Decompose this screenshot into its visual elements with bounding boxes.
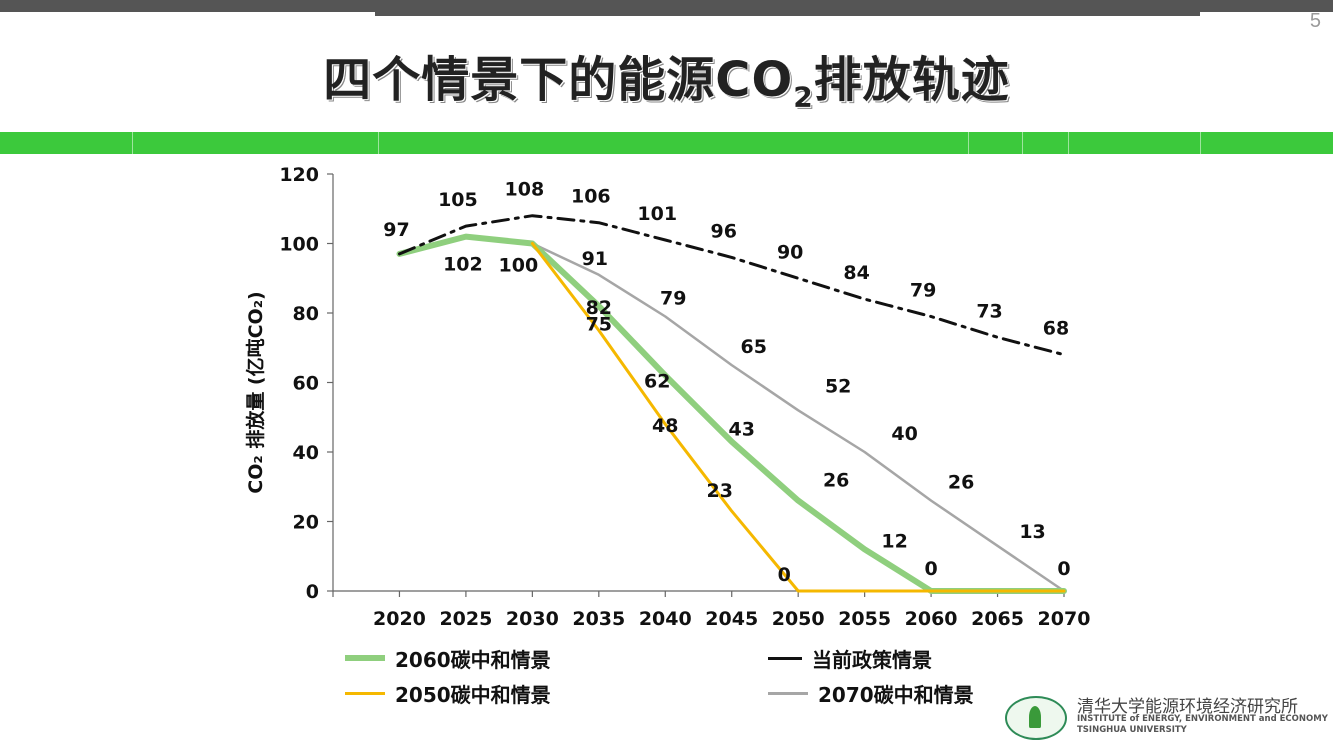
y-tick-label: 100 (279, 234, 319, 256)
legend-item-2060: 2060碳中和情景 (345, 645, 551, 672)
band-divider (1022, 132, 1023, 154)
data-label: 105 (438, 189, 478, 211)
data-label: 84 (843, 262, 869, 284)
y-tick-label: 40 (293, 442, 319, 464)
logo-university-name: TSINGHUA UNIVERSITY (1077, 725, 1187, 735)
x-tick-label: 2060 (905, 608, 958, 630)
series-line-0 (398, 214, 1066, 357)
series-line-3 (530, 242, 1066, 593)
green-band (0, 132, 1333, 154)
series-line-2 (396, 233, 1067, 594)
data-label: 48 (652, 415, 678, 437)
y-tick-label: 120 (279, 164, 319, 186)
title-subscript: 2 (793, 80, 814, 114)
legend-swatch-current (768, 656, 802, 660)
slide-title: 四个情景下的能源CO2排放轨迹 (0, 40, 1333, 114)
data-label: 68 (1043, 318, 1069, 340)
legend-swatch-2070 (768, 691, 808, 695)
legend-label-2050: 2050碳中和情景 (395, 682, 551, 707)
data-label: 12 (881, 530, 907, 552)
title-tail: 排放轨迹 (813, 52, 1010, 108)
data-label: 23 (707, 480, 733, 502)
data-label: 82 (586, 297, 612, 319)
tsinghua-emblem-icon (1005, 696, 1067, 740)
band-divider (1200, 132, 1201, 154)
x-tick-label: 2025 (439, 608, 492, 630)
band-divider (1068, 132, 1069, 154)
data-label: 102 (443, 254, 483, 276)
data-label: 26 (823, 470, 849, 492)
data-label: 0 (924, 558, 937, 580)
data-label: 97 (383, 219, 409, 241)
legend-swatch-2060 (345, 655, 385, 661)
data-label: 52 (825, 375, 851, 397)
data-label: 90 (777, 241, 803, 263)
x-tick-label: 2070 (1038, 608, 1091, 630)
y-tick-label: 80 (293, 303, 319, 325)
legend-label-2070: 2070碳中和情景 (818, 682, 974, 707)
institute-logo: 清华大学能源环境经济研究所 INSTITUTE of ENERGY, ENVIR… (1005, 692, 1328, 742)
data-label: 75 (586, 313, 612, 335)
data-label: 100 (499, 255, 539, 277)
legend-swatch-2050 (345, 691, 385, 695)
logo-english-name: INSTITUTE of ENERGY, ENVIRONMENT and ECO… (1077, 714, 1328, 724)
data-label: 13 (1019, 521, 1045, 543)
data-label: 108 (505, 179, 545, 201)
data-label: 62 (644, 371, 670, 393)
y-tick-label: 0 (306, 581, 319, 603)
data-label: 0 (1057, 558, 1070, 580)
data-label: 101 (637, 203, 677, 225)
x-tick-label: 2055 (838, 608, 891, 630)
x-tick-label: 2040 (639, 608, 692, 630)
data-label: 96 (711, 220, 737, 242)
data-label: 26 (948, 472, 974, 494)
data-label: 91 (582, 248, 608, 270)
logo-chinese-name: 清华大学能源环境经济研究所 (1077, 697, 1298, 717)
data-label: 43 (729, 419, 755, 441)
y-tick-label: 20 (293, 512, 319, 534)
band-divider (968, 132, 969, 154)
data-label: 0 (778, 564, 791, 586)
data-label: 65 (741, 336, 767, 358)
x-tick-label: 2050 (772, 608, 825, 630)
series-line-1 (398, 235, 1066, 593)
x-tick-label: 2030 (506, 608, 559, 630)
x-tick-label: 2045 (705, 608, 758, 630)
band-divider (378, 132, 379, 154)
top-bar (0, 0, 1333, 12)
legend-label-current: 当前政策情景 (812, 647, 932, 672)
x-tick-label: 2035 (572, 608, 625, 630)
x-tick-label: 2065 (971, 608, 1024, 630)
legend-item-current: 当前政策情景 (768, 645, 932, 672)
legend-item-2070: 2070碳中和情景 (768, 680, 974, 707)
y-tick-label: 60 (293, 373, 319, 395)
data-label: 79 (660, 287, 686, 309)
data-label: 79 (910, 279, 936, 301)
legend-label-2060: 2060碳中和情景 (395, 647, 551, 672)
data-label: 73 (976, 300, 1002, 322)
top-bar-accent (375, 12, 1200, 16)
legend-item-2050: 2050碳中和情景 (345, 680, 551, 707)
data-label: 40 (891, 423, 917, 445)
page-number: 5 (1309, 10, 1321, 32)
data-label: 106 (571, 186, 611, 208)
x-tick-label: 2020 (373, 608, 426, 630)
band-divider (132, 132, 133, 154)
title-main: 四个情景下的能源CO (323, 52, 794, 108)
y-axis-title: CO₂ 排放量 (亿吨CO₂) (244, 291, 267, 493)
